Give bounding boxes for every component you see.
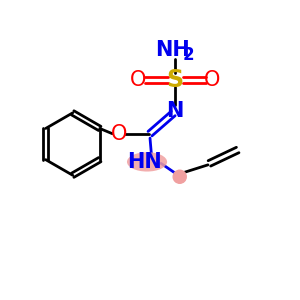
- Text: S: S: [167, 68, 184, 92]
- Text: N: N: [167, 101, 184, 122]
- Text: O: O: [111, 124, 127, 144]
- Circle shape: [173, 170, 186, 183]
- Text: O: O: [130, 70, 146, 90]
- Text: HN: HN: [127, 152, 161, 172]
- Text: 2: 2: [183, 46, 194, 64]
- Ellipse shape: [127, 152, 167, 172]
- Text: O: O: [204, 70, 220, 90]
- Text: NH: NH: [155, 40, 190, 60]
